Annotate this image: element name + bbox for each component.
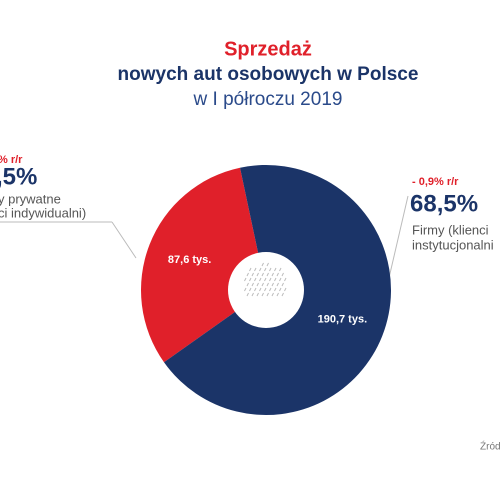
chart-subtitle: w I półroczu 2019 — [193, 89, 343, 110]
annotation-text: Firmy (klienci — [412, 222, 489, 237]
hole-pattern — [274, 267, 277, 272]
annotation-text: y prywatne — [0, 191, 61, 206]
annotation-share: 68,5% — [410, 190, 478, 217]
value-label: 87,6 tys. — [168, 254, 211, 266]
annotation-text: ci indywidualni) — [0, 205, 86, 220]
value-label: 190,7 tys. — [318, 314, 368, 326]
hole-pattern — [246, 292, 249, 297]
hole-pattern — [284, 277, 287, 282]
hole-pattern — [269, 277, 272, 282]
hole-pattern — [259, 287, 262, 292]
hole-pattern — [256, 292, 259, 297]
hole-pattern — [256, 272, 259, 277]
hole-pattern — [254, 287, 257, 292]
hole-pattern — [279, 267, 282, 272]
hole-pattern — [244, 277, 247, 282]
hole-pattern — [251, 292, 254, 297]
hole-pattern — [281, 272, 284, 277]
hole-pattern — [249, 267, 252, 272]
hole-pattern — [246, 282, 249, 287]
hole-pattern — [261, 282, 264, 287]
hole-pattern — [266, 262, 269, 267]
hole-pattern — [264, 277, 267, 282]
hole-pattern — [249, 277, 252, 282]
donut-hole — [228, 252, 304, 328]
annotation-change: % r/r — [0, 154, 23, 166]
hole-pattern — [284, 287, 287, 292]
hole-pattern — [276, 272, 279, 277]
annotation-change: - 0,9% r/r — [412, 176, 459, 188]
hole-pattern — [271, 272, 274, 277]
hole-pattern — [251, 272, 254, 277]
annotation-text: instytucjonalni — [412, 237, 494, 252]
hole-pattern — [264, 267, 267, 272]
hole-pattern — [281, 282, 284, 287]
hole-pattern — [251, 282, 254, 287]
hole-pattern — [266, 282, 269, 287]
hole-pattern — [259, 277, 262, 282]
hole-pattern — [254, 277, 257, 282]
hole-pattern — [281, 292, 284, 297]
hole-pattern — [261, 272, 264, 277]
hole-pattern — [244, 287, 247, 292]
hole-pattern — [271, 292, 274, 297]
hole-pattern — [276, 292, 279, 297]
hole-pattern — [274, 277, 277, 282]
hole-pattern — [269, 267, 272, 272]
hole-pattern — [269, 287, 272, 292]
hole-pattern — [256, 282, 259, 287]
hole-pattern — [271, 282, 274, 287]
hole-pattern — [261, 292, 264, 297]
hole-pattern — [246, 272, 249, 277]
hole-pattern — [279, 277, 282, 282]
hole-pattern — [276, 282, 279, 287]
annotation-share: ,5% — [0, 163, 37, 190]
pie-slice — [140, 167, 266, 363]
hole-pattern — [249, 287, 252, 292]
hole-pattern — [261, 262, 264, 267]
source: Źród — [480, 440, 500, 453]
hole-pattern — [266, 272, 269, 277]
leader-line — [111, 221, 137, 259]
chart-subtitle: nowych aut osobowych w Polsce — [118, 64, 419, 85]
hole-pattern — [259, 267, 262, 272]
chart-title: Sprzedaż — [224, 38, 312, 60]
hole-pattern — [279, 287, 282, 292]
hole-pattern — [266, 292, 269, 297]
hole-pattern — [274, 287, 277, 292]
hole-pattern — [254, 267, 257, 272]
hole-pattern — [264, 287, 267, 292]
